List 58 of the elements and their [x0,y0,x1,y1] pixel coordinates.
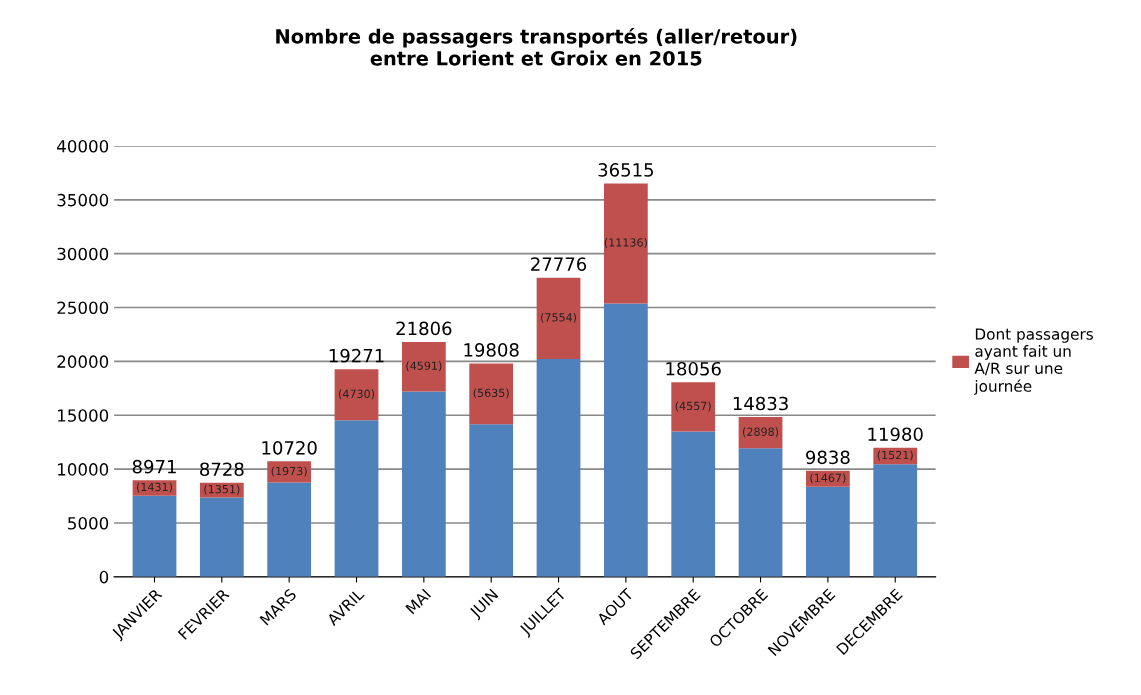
total-label: 21806 [396,321,452,336]
data-label: (4730) [339,389,375,400]
y-tick-label: 35000 [57,193,109,207]
bar [671,382,716,432]
y-tick-label: 40000 [57,139,109,153]
y-tick-label: 20000 [57,355,109,368]
bar [401,391,446,577]
x-tick-label: MAI [405,588,431,615]
bar [536,277,581,360]
data-label: (4591) [406,361,442,372]
total-label: 14833 [733,396,788,411]
total-label: 27776 [531,257,587,271]
data-label: (5635) [473,388,509,399]
chart-title: Nombre de passagers transportés (aller/retour) entre Lorient et Groix en 2015 [276,27,797,66]
bar [199,497,244,577]
legend-label: Dont passagers ayant fait un A/R sur une journée [974,328,1093,395]
data-label: (1973) [271,466,307,477]
bar [267,461,312,483]
total-label: 10720 [262,440,317,455]
bar [334,420,379,577]
y-tick-label: 0 [99,570,109,584]
total-label: 36515 [598,163,654,177]
bar [469,363,514,425]
bar [873,464,918,577]
total-label: 8728 [200,462,244,477]
bar [469,424,514,577]
total-label: 8971 [132,459,176,474]
bar [603,183,648,304]
total-label: 11980 [868,427,923,442]
bar [132,480,177,496]
bar [603,303,648,577]
data-label: (1467) [810,473,846,484]
data-label: (1431) [136,482,173,493]
bar [805,486,850,577]
bar [132,495,177,577]
data-label: (4557) [675,401,711,412]
data-label: (7554) [541,312,577,323]
y-tick-label: 25000 [57,301,109,315]
bar [671,431,716,577]
y-tick-label: 30000 [57,247,109,261]
y-tick-label: 10000 [58,463,109,476]
y-tick-label: 5000 [68,516,109,530]
total-label: 18056 [666,361,721,376]
bar [805,470,850,487]
total-label: 19808 [464,343,519,357]
bar [738,417,783,449]
data-label: (11136) [604,238,647,248]
y-tick-label: 15000 [58,409,109,422]
data-label: (2898) [743,427,779,438]
total-label: 9838 [806,450,850,465]
total-label: 19271 [329,348,384,363]
data-label: (1351) [204,484,240,495]
bar [267,482,312,577]
bar [536,359,581,577]
data-label: (1521) [877,450,913,461]
bar [334,369,379,421]
bar [401,341,446,392]
bar [738,448,783,577]
